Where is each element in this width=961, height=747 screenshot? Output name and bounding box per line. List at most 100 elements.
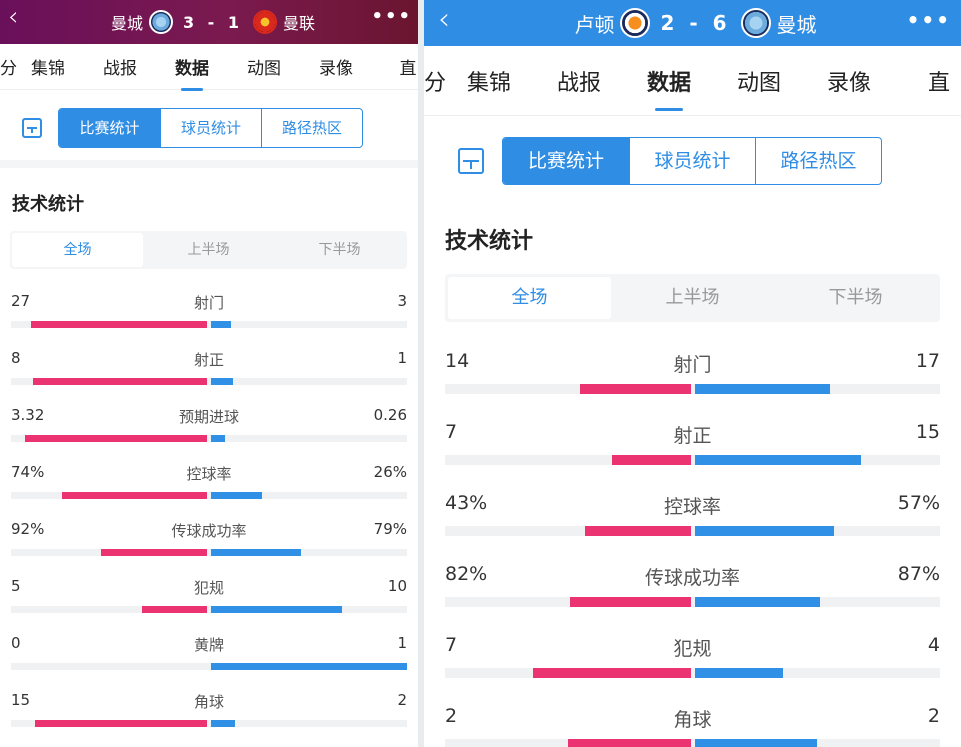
stat-away-value: 17: [915, 350, 940, 372]
segment-group: 比赛统计 球员统计 路径热区: [58, 108, 363, 148]
stat-away-value: 57%: [897, 492, 940, 514]
match-score: 曼城 3 - 1 曼联: [111, 10, 315, 34]
home-team-name: 曼城: [110, 14, 143, 33]
tab-6[interactable]: 直: [927, 70, 950, 96]
stat-home-value: 74%: [11, 463, 45, 481]
back-icon[interactable]: ‹: [438, 2, 450, 37]
stat-row: 27 射门 3: [11, 292, 407, 349]
tab-4[interactable]: 动图: [247, 59, 281, 79]
match-score: 卢顿 2 - 6 曼城: [574, 8, 817, 38]
segment-heatmap[interactable]: 路径热区: [755, 138, 881, 184]
stat-bar-track: [11, 720, 407, 727]
stat-row: 14 射门 17: [445, 350, 940, 421]
right-stats-panel: ‹ 卢顿 2 - 6 曼城 ••• 分集锦 战报 数据 动图 录像 直 比赛统计 球员统计…: [424, 0, 961, 747]
tab-5[interactable]: 录像: [319, 59, 353, 79]
tab-0[interactable]: 分: [0, 59, 17, 79]
stat-bar-away: [694, 526, 835, 536]
stat-label: 射正: [673, 425, 712, 447]
stat-bar-track: [445, 526, 940, 536]
segment-group: 比赛统计 球员统计 路径热区: [502, 137, 882, 185]
stat-bar-home: [30, 321, 207, 328]
segment-heatmap[interactable]: 路径热区: [261, 109, 362, 147]
stat-bar-track: [445, 455, 940, 465]
stat-bar-home: [570, 597, 691, 607]
section-divider: [0, 160, 418, 168]
tab-1[interactable]: 集锦: [466, 70, 511, 96]
stat-label: 犯规: [673, 638, 712, 660]
stat-bar-away: [211, 435, 225, 442]
stat-bar-home: [611, 455, 691, 465]
more-icon[interactable]: •••: [371, 6, 412, 27]
match-header: ‹ 曼城 3 - 1 曼联 •••: [0, 0, 418, 44]
man-city-crest-icon: [740, 8, 771, 38]
stat-home-value: 92%: [11, 520, 45, 538]
share-icon[interactable]: [22, 118, 42, 138]
stat-bar-home: [580, 384, 691, 394]
stat-bar-away: [694, 668, 783, 678]
stat-home-value: 43%: [445, 492, 488, 514]
stats-segment-control: 比赛统计 球员统计 路径热区: [458, 137, 882, 185]
section-title: 技术统计: [12, 194, 84, 215]
man-city-crest-icon: [148, 10, 173, 34]
stat-home-value: 0: [11, 634, 21, 652]
tab-0[interactable]: 分: [424, 70, 447, 96]
stat-label: 控球率: [663, 496, 721, 518]
back-icon[interactable]: ‹: [8, 2, 19, 32]
stat-away-value: 79%: [373, 520, 407, 538]
tab-6[interactable]: 直: [399, 59, 417, 79]
stat-bar-track: [11, 321, 407, 328]
tab-5[interactable]: 录像: [826, 70, 871, 96]
period-second-half[interactable]: 下半场: [828, 287, 883, 308]
more-icon[interactable]: •••: [906, 8, 951, 32]
tab-3[interactable]: 数据: [624, 65, 714, 97]
left-stats-panel: ‹ 曼城 3 - 1 曼联 ••• 分集锦 战报 数据 动图 录像 直 比赛统计 球员统计…: [0, 0, 418, 747]
stat-row: 15 角球 2: [11, 691, 407, 747]
stat-row: 43% 控球率 57%: [445, 492, 940, 563]
stat-away-value: 1: [397, 349, 407, 367]
segment-match-stats[interactable]: 比赛统计: [503, 138, 629, 184]
stat-bar-home: [101, 549, 207, 556]
stat-away-value: 3: [397, 292, 407, 310]
period-first-half[interactable]: 上半场: [665, 287, 720, 308]
stat-home-value: 8: [11, 349, 21, 367]
section-title: 技术统计: [445, 229, 534, 254]
tab-2[interactable]: 战报: [103, 59, 137, 79]
period-full[interactable]: 全场: [448, 277, 611, 319]
stat-row: 74% 控球率 26%: [11, 463, 407, 520]
stat-home-value: 5: [11, 577, 21, 595]
stat-bar-home: [142, 606, 207, 613]
period-second-half[interactable]: 下半场: [318, 242, 361, 258]
stat-away-value: 2: [397, 691, 407, 709]
stat-bar-track: [445, 739, 940, 747]
stat-bar-away: [211, 321, 231, 328]
period-first-half[interactable]: 上半场: [187, 242, 230, 258]
stat-bar-away: [211, 492, 262, 499]
stat-bar-away: [211, 720, 235, 727]
tab-2[interactable]: 战报: [556, 70, 601, 96]
stat-bar-home: [567, 739, 691, 747]
stat-row: 7 犯规 4: [445, 634, 940, 705]
stat-bar-track: [11, 378, 407, 385]
stats-list: 27 射门 3 8 射正 1 3.32 预期进球 0.26 74% 控球率 26% 92% 传球成功率 79…: [11, 292, 407, 747]
stat-away-value: 0.26: [373, 406, 407, 424]
score: 2 - 6: [660, 11, 731, 35]
stat-bar-track: [445, 597, 940, 607]
tab-3[interactable]: 数据: [156, 54, 228, 79]
stat-bar-away: [694, 739, 818, 747]
stat-bar-track: [11, 435, 407, 442]
panel-divider: [418, 0, 424, 747]
stat-bar-track: [11, 549, 407, 556]
segment-player-stats[interactable]: 球员统计: [160, 109, 261, 147]
segment-player-stats[interactable]: 球员统计: [629, 138, 755, 184]
tab-4[interactable]: 动图: [736, 70, 781, 96]
stat-row: 2 角球 2: [445, 705, 940, 747]
segment-match-stats[interactable]: 比赛统计: [59, 109, 160, 147]
period-full[interactable]: 全场: [12, 233, 143, 267]
stat-bar-away: [694, 384, 830, 394]
stat-bar-away: [211, 663, 407, 670]
nav-tabs: 分集锦 战报 数据 动图 录像 直: [0, 44, 418, 90]
tab-1[interactable]: 集锦: [31, 59, 65, 79]
share-icon[interactable]: [458, 148, 484, 174]
stat-row: 5 犯规 10: [11, 577, 407, 634]
stat-home-value: 2: [445, 705, 458, 727]
